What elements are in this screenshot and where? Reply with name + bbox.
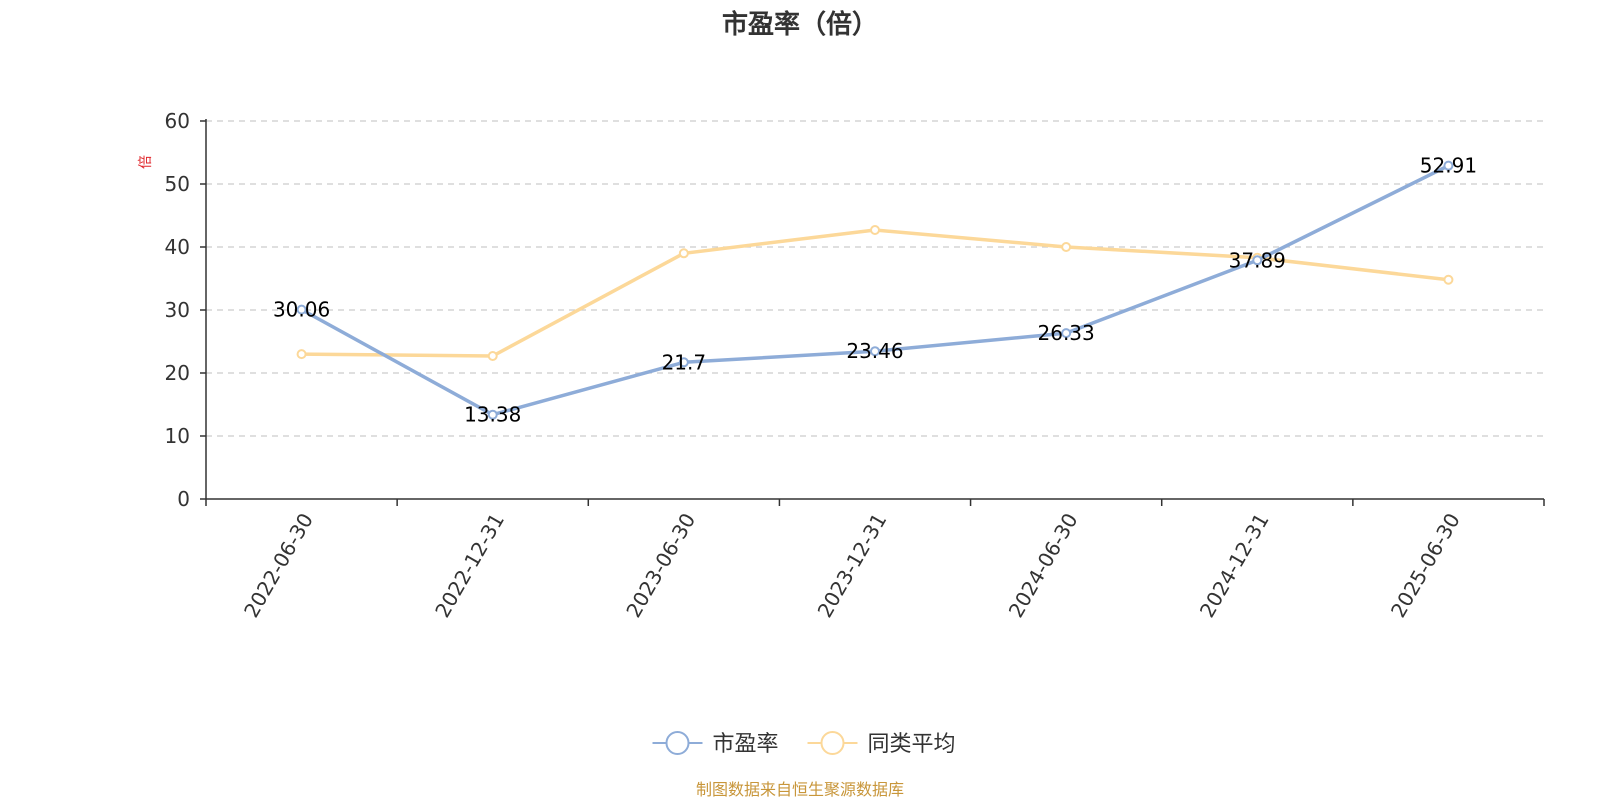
- data-point: [1252, 255, 1263, 266]
- data-label: 23.46: [846, 339, 903, 363]
- legend-marker: [820, 731, 845, 755]
- x-tick-label: 2023-12-31: [812, 509, 891, 622]
- data-label: 13.38: [464, 403, 521, 427]
- data-point: [870, 346, 880, 357]
- data-label: 52.91: [1420, 154, 1477, 178]
- axes: 0 10 20 30 40 50 60 2022-06-30 2022-12-31 2023-06…: [165, 109, 1545, 622]
- legend-marker: [665, 731, 690, 755]
- x-tick-label: 2023-06-30: [621, 509, 700, 622]
- source-note: 制图数据来自恒生聚源数据库: [696, 780, 904, 799]
- gridlines: [206, 120, 1544, 437]
- data-point: [1443, 160, 1454, 171]
- data-label: 37.89: [1229, 248, 1286, 272]
- x-tick-label: 2022-12-31: [430, 509, 509, 622]
- y-tick-label: 30: [165, 298, 190, 322]
- data-point: [487, 350, 498, 361]
- legend-item[interactable]: 同类平均: [807, 731, 956, 757]
- data-label: 21.7: [662, 350, 707, 374]
- x-tick-label: 2024-06-30: [1004, 509, 1083, 622]
- chart-title: 市盈率（倍）: [722, 9, 878, 40]
- x-tick-label: 2024-12-31: [1195, 509, 1274, 622]
- y-tick-label: 60: [165, 109, 190, 133]
- data-point: [296, 349, 307, 360]
- x-tick-label: 2022-06-30: [239, 509, 318, 622]
- data-point: [487, 409, 498, 420]
- legend[interactable]: 市盈率 同类平均: [652, 731, 956, 757]
- legend-label: 同类平均: [868, 732, 956, 757]
- x-tick-label: 2025-06-30: [1386, 509, 1465, 622]
- y-tick-label: 40: [165, 235, 190, 259]
- y-tick-label: 10: [165, 424, 190, 448]
- y-tick-label: 50: [165, 172, 190, 196]
- y-tick-label: 0: [177, 487, 190, 511]
- data-point: [870, 224, 880, 235]
- legend-item[interactable]: 市盈率: [652, 731, 779, 757]
- data-point: [1061, 242, 1072, 252]
- series-line: [299, 163, 1451, 417]
- data-labels: 30.06 13.38 21.7 23.46 26.33 37.89 52.91: [273, 154, 1477, 427]
- y-axis-label: 倍: [138, 155, 154, 169]
- data-point: [1061, 328, 1072, 339]
- y-tick-label: 20: [165, 361, 190, 385]
- data-point: [678, 357, 689, 368]
- data-point: [678, 248, 689, 259]
- data-label: 30.06: [273, 298, 330, 322]
- legend-label: 市盈率: [713, 732, 779, 757]
- data-point: [1443, 274, 1454, 285]
- data-label: 26.33: [1038, 321, 1095, 345]
- series-lines: [296, 160, 1454, 420]
- data-point: [296, 304, 307, 315]
